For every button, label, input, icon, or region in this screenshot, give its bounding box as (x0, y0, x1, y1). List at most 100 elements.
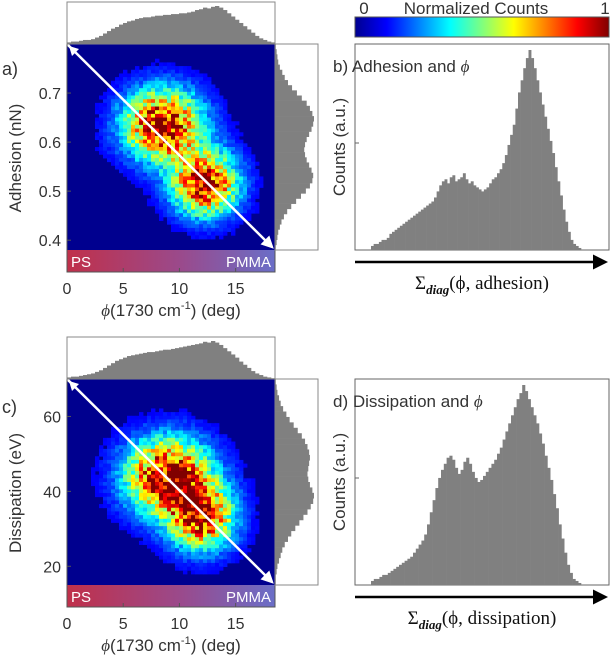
heatmap-cell (155, 169, 160, 174)
top-hist-bar (115, 360, 120, 379)
heatmap-cell (131, 533, 136, 538)
heatmap-cell (191, 220, 196, 225)
heatmap-cell (155, 143, 160, 148)
heatmap-cell (131, 99, 136, 104)
heatmap-cell (211, 88, 216, 93)
heatmap-cell (171, 77, 176, 82)
heatmap-cell (131, 496, 136, 501)
heatmap-cell (223, 128, 228, 133)
heatmap-cell (167, 205, 172, 210)
heatmap-cell (107, 139, 112, 144)
heatmap-cell (219, 158, 224, 163)
diag-hist-bar (578, 247, 582, 250)
heatmap-cell (111, 80, 116, 85)
diag-hist-bar (415, 548, 419, 585)
heatmap-cell (211, 470, 216, 476)
heatmap-cell (191, 426, 196, 431)
heatmap-cell (195, 121, 200, 126)
right-hist-bar (275, 563, 278, 570)
heatmap-cell (199, 121, 204, 126)
heatmap-cell (111, 448, 116, 453)
heatmap-cell (135, 533, 140, 538)
heatmap-cell (211, 139, 216, 144)
heatmap-cell (171, 463, 176, 468)
heatmap-cell (147, 143, 152, 148)
heatmap-cell (143, 143, 148, 148)
material-label-ps: PS (71, 254, 91, 271)
heatmap-cell (187, 504, 192, 509)
heatmap-cell (147, 507, 152, 512)
diag-hist-bar (491, 179, 495, 250)
heatmap-cell (151, 507, 156, 512)
heatmap-cell (167, 496, 172, 501)
heatmap-cell (175, 419, 180, 424)
heatmap-cell (211, 540, 216, 545)
heatmap-cell (179, 158, 184, 163)
heatmap-cell (151, 474, 156, 479)
heatmap-cell (187, 559, 192, 564)
heatmap-cell (155, 150, 160, 155)
heatmap-cell (159, 448, 164, 453)
heatmap-cell (247, 147, 252, 152)
heatmap-cell (207, 113, 212, 118)
heatmap-cell (203, 135, 208, 141)
heatmap-cell (155, 187, 160, 192)
heatmap-cell (175, 540, 180, 545)
heatmap-cell (239, 132, 244, 137)
top-hist-bar (163, 14, 168, 45)
heatmap-cell (183, 408, 188, 413)
heatmap-cell (167, 522, 172, 527)
heatmap-cell (167, 172, 172, 177)
heatmap-cell (207, 143, 212, 148)
heatmap-cell (179, 113, 184, 118)
top-hist-bar (107, 365, 112, 379)
heatmap-cell (167, 124, 172, 130)
heatmap-cell (251, 493, 256, 498)
heatmap-cell (211, 154, 216, 159)
heatmap-cell (179, 533, 184, 538)
heatmap-cell (143, 154, 148, 159)
heatmap-cell (239, 496, 244, 501)
heatmap-cell (115, 113, 120, 118)
heatmap-cell (195, 459, 200, 465)
heatmap-cell (135, 459, 140, 465)
heatmap-cell (143, 102, 148, 107)
panel-label: a) (2, 59, 18, 79)
heatmap-cell (147, 478, 152, 483)
diag-hist-bar (508, 423, 512, 585)
heatmap-cell (171, 73, 176, 78)
heatmap-cell (231, 198, 236, 203)
heatmap-cell (191, 73, 196, 78)
heatmap-cell (147, 412, 152, 417)
heatmap-cell (191, 478, 196, 483)
diag-hist-bar (505, 431, 509, 585)
heatmap-cell (155, 540, 160, 545)
heatmap-cell (191, 183, 196, 188)
heatmap-cell (247, 202, 252, 207)
heatmap-cell (163, 209, 168, 214)
heatmap-cell (203, 507, 208, 512)
heatmap-cell (243, 198, 248, 203)
heatmap-cell (215, 522, 220, 527)
heatmap-cell (159, 84, 164, 89)
heatmap-cell (187, 121, 192, 126)
heatmap-cell (107, 452, 112, 457)
heatmap-cell (179, 95, 184, 100)
heatmap-cell (159, 529, 164, 534)
right-hist-bar (275, 465, 309, 472)
heatmap-cell (123, 504, 128, 509)
heatmap-cell (199, 205, 204, 210)
heatmap-cell (211, 183, 216, 188)
heatmap-cell (167, 91, 172, 96)
heatmap-cell (119, 80, 124, 85)
top-hist-bar (227, 351, 232, 379)
heatmap-cell (131, 143, 136, 148)
heatmap-cell (199, 423, 204, 428)
top-hist-bar (79, 40, 84, 44)
heatmap-cell (255, 180, 260, 185)
heatmap-cell (171, 110, 176, 115)
heatmap-cell (235, 485, 240, 490)
heatmap-cell (239, 191, 244, 196)
diag-hist-bar (491, 463, 495, 585)
